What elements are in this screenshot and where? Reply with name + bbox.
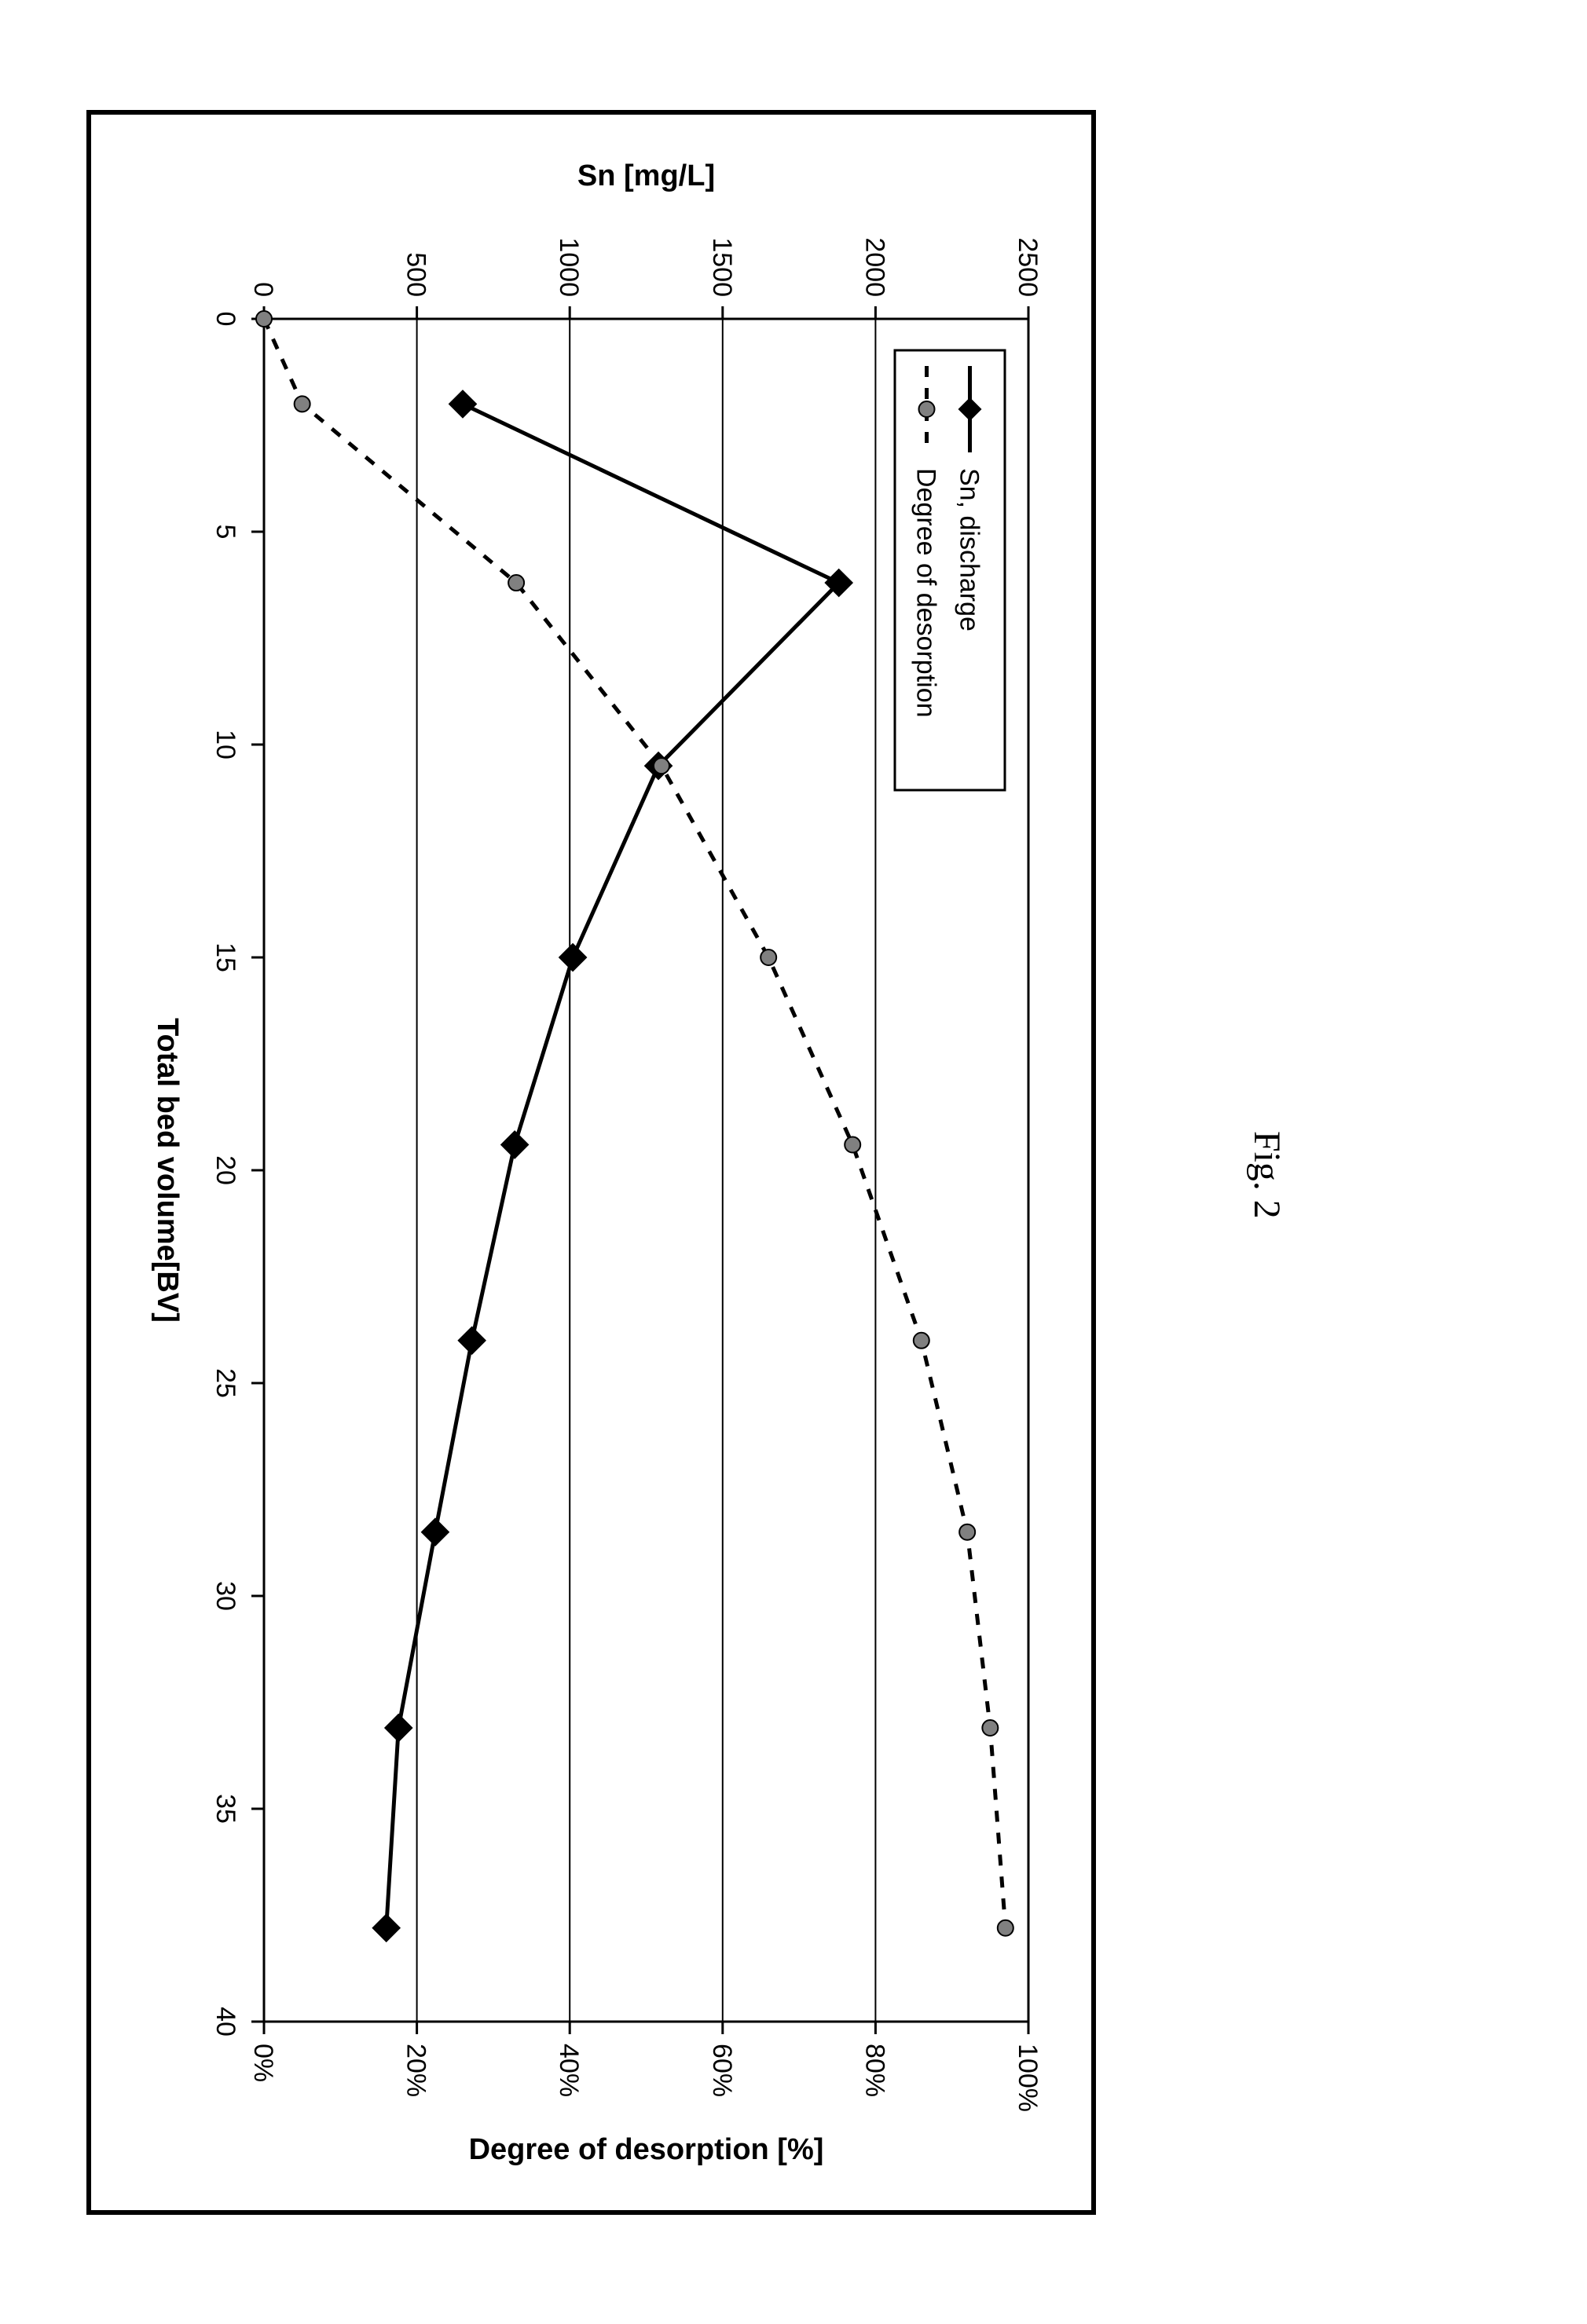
x-tick-label: 0 [211, 312, 240, 327]
marker-circle [761, 950, 776, 965]
yl-axis-label: Sn [mg/L] [577, 159, 715, 192]
yl-tick-label: 500 [401, 252, 431, 297]
marker-circle [914, 1333, 929, 1349]
yr-tick-label: 0% [248, 2044, 278, 2082]
yr-tick-label: 20% [401, 2044, 431, 2097]
marker-circle [982, 1720, 998, 1736]
x-tick-label: 10 [211, 730, 240, 759]
marker-circle [654, 758, 669, 774]
x-tick-label: 5 [211, 525, 240, 540]
yr-tick-label: 60% [707, 2044, 737, 2097]
legend-label: Degree of desorption [911, 468, 941, 718]
marker-circle [508, 575, 524, 591]
legend-label: Sn, discharge [955, 468, 984, 631]
marker-circle [256, 311, 272, 327]
x-tick-label: 30 [211, 1581, 240, 1611]
yr-tick-label: 40% [554, 2044, 584, 2097]
yl-tick-label: 0 [248, 282, 278, 297]
yl-tick-label: 2500 [1013, 237, 1043, 297]
x-tick-label: 15 [211, 942, 240, 972]
yr-tick-label: 80% [859, 2044, 889, 2097]
legend-marker-circle [919, 401, 935, 417]
marker-circle [845, 1136, 860, 1152]
yl-tick-label: 1500 [707, 237, 737, 297]
x-axis-label: Total bed volume[BV] [151, 1018, 184, 1323]
chart-canvas: 0 5 10 15 20 25 30 35 40 Total bed volume[BV] 0 500… [91, 115, 1091, 2210]
yl-tick-label: 1000 [554, 237, 584, 297]
yr-axis-label: Degree of desorption [%] [469, 2133, 824, 2166]
page-root: 0 5 10 15 20 25 30 35 40 Total bed volume[BV] 0 500… [0, 0, 1587, 2324]
marker-circle [959, 1524, 975, 1540]
figure-caption: Fig. 2 [1245, 1131, 1288, 1219]
x-tick-label: 35 [211, 1794, 240, 1824]
marker-circle [998, 1920, 1013, 1936]
x-tick-label: 40 [211, 2007, 240, 2037]
yr-tick-label: 100% [1013, 2044, 1043, 2112]
x-tick-label: 25 [211, 1368, 240, 1398]
marker-circle [295, 396, 310, 412]
x-tick-label: 20 [211, 1155, 240, 1185]
yl-tick-label: 2000 [859, 237, 889, 297]
